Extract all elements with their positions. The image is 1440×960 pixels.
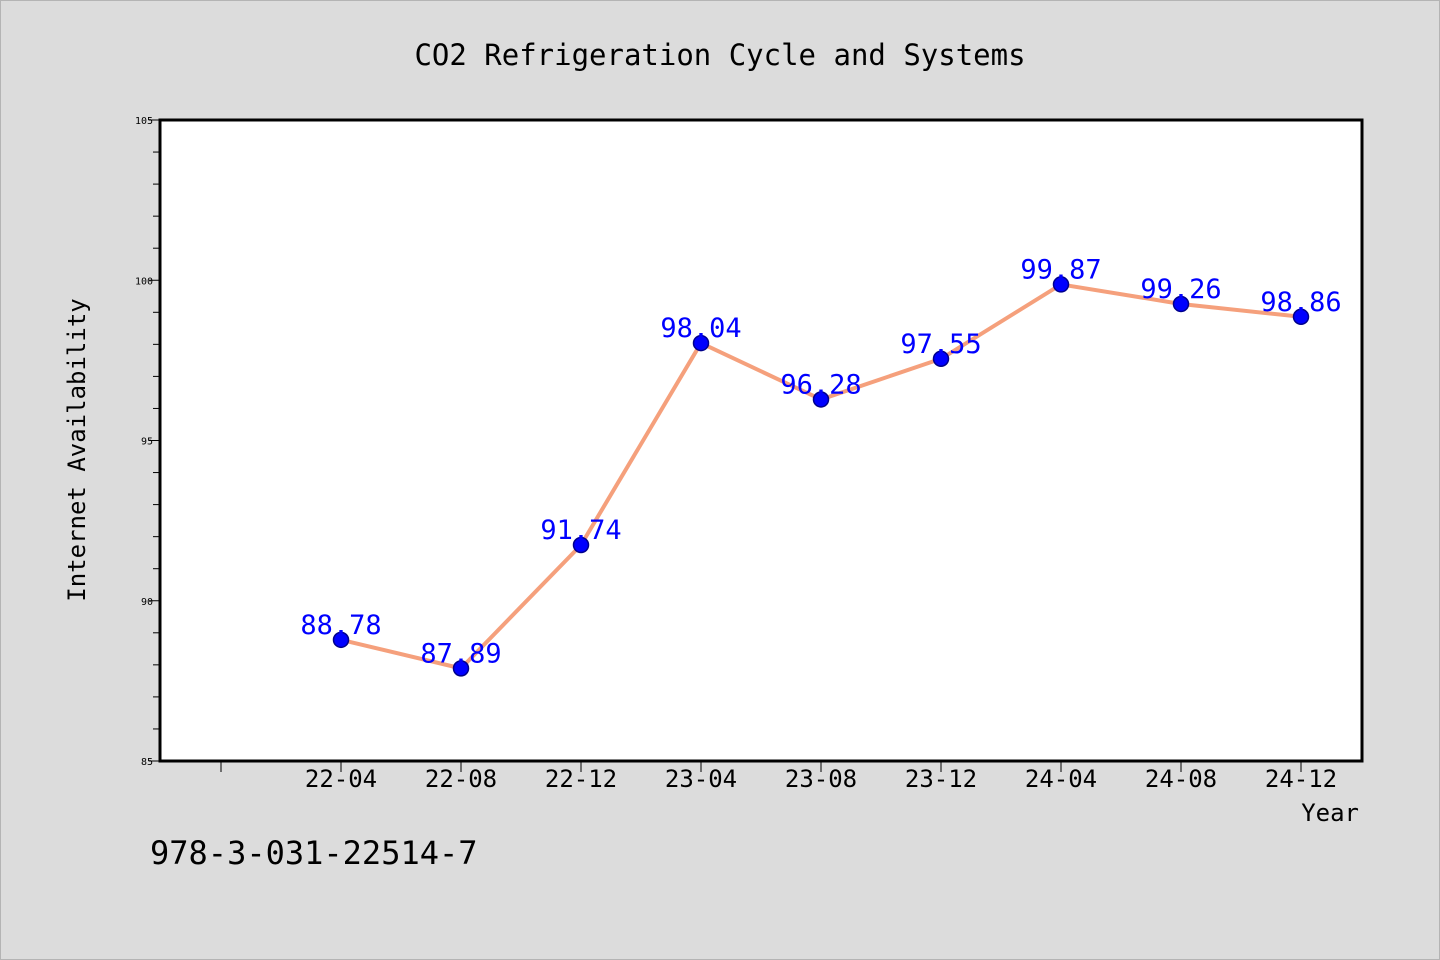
x-tick-label: 24-04 xyxy=(1025,765,1097,793)
data-point xyxy=(332,631,350,649)
data-point xyxy=(932,350,950,368)
chart-title: CO2 Refrigeration Cycle and Systems xyxy=(414,38,1025,72)
data-point xyxy=(452,660,470,677)
y-tick-label: 90 xyxy=(141,597,153,608)
x-tick-label: 22-08 xyxy=(425,765,497,793)
y-tick-label: 85 xyxy=(141,757,153,768)
x-tick-label: 24-08 xyxy=(1145,765,1217,793)
data-point xyxy=(812,391,830,408)
data-point xyxy=(1172,295,1190,313)
x-tick-label: 24-12 xyxy=(1265,765,1337,793)
data-point xyxy=(572,536,590,554)
x-tick-label: 22-04 xyxy=(305,765,377,793)
data-label: 91.74 xyxy=(540,515,621,546)
data-label: 99.26 xyxy=(1140,274,1221,305)
data-point xyxy=(692,334,710,352)
data-label: 98.04 xyxy=(660,313,741,344)
data-label: 97.55 xyxy=(900,329,981,360)
data-labels: 88.78 87.89 91.74 98.04 96.28 97.55 99.87 99.26… xyxy=(300,254,1341,669)
data-label: 99.87 xyxy=(1020,254,1101,285)
data-label: 96.28 xyxy=(780,369,861,400)
y-axis-label: Internet Availability xyxy=(63,298,91,601)
x-tick-label: 23-04 xyxy=(665,765,737,793)
x-axis-label: Year xyxy=(1301,799,1359,827)
data-label: 98.86 xyxy=(1260,287,1341,318)
data-label: 88.78 xyxy=(300,610,381,641)
y-axis: 85 90 95 100 105 xyxy=(135,116,160,768)
x-axis: 22-04 22-08 22-12 23-04 23-08 23-12 24-04 24-08… xyxy=(220,761,1337,793)
y-tick-label: 95 xyxy=(141,437,153,448)
footer-code: 978-3-031-22514-7 xyxy=(150,834,478,872)
series-markers xyxy=(332,276,1310,677)
y-tick-label: 100 xyxy=(135,276,153,287)
plot-area xyxy=(158,118,1364,763)
x-tick-label: 22-12 xyxy=(545,765,617,793)
data-label: 87.89 xyxy=(420,638,501,669)
y-tick-label: 105 xyxy=(135,116,153,127)
data-point xyxy=(1052,276,1070,293)
data-point xyxy=(1292,308,1310,326)
x-tick-label: 23-12 xyxy=(905,765,977,793)
x-tick-label: 23-08 xyxy=(785,765,857,793)
